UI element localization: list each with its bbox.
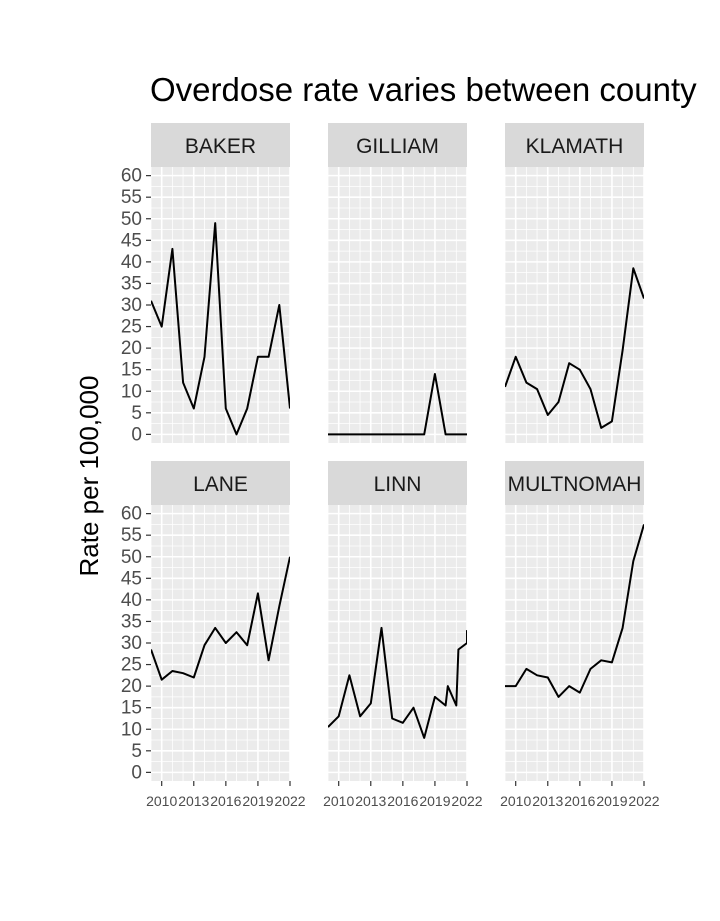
- x-tick-label: 2019: [242, 793, 273, 809]
- y-tick-label: 50: [121, 209, 142, 230]
- facet-gilliam: GILLIAM: [327, 123, 468, 443]
- x-axis: 2010 2013 2016 2019 2022: [323, 781, 483, 809]
- y-tick-label: 60: [121, 504, 142, 525]
- x-tick-label: 2010: [500, 793, 531, 809]
- facet-linn: LINN 2010 2013 2016 2019 2022: [323, 461, 483, 809]
- facet-label: LINN: [374, 473, 422, 496]
- x-tick-label: 2013: [532, 793, 563, 809]
- y-tick-label: 0: [131, 424, 142, 445]
- y-tick-label: 60: [121, 166, 142, 187]
- y-tick-label: 5: [131, 741, 142, 762]
- y-tick-label: 50: [121, 547, 142, 568]
- y-tick-label: 10: [121, 719, 142, 740]
- y-tick-label: 35: [121, 273, 142, 294]
- series-line: [151, 556, 290, 681]
- x-tick-label: 2010: [323, 793, 354, 809]
- x-tick-label: 2022: [628, 793, 659, 809]
- y-tick-label: 55: [121, 187, 142, 208]
- series-line: [505, 267, 644, 429]
- facet-strip: [151, 123, 290, 167]
- x-tick-label: 2022: [451, 793, 482, 809]
- x-tick-label: 2016: [387, 793, 418, 809]
- y-tick-label: 20: [121, 338, 142, 359]
- x-axis: 2010 2013 2016 2019 2022: [146, 781, 306, 809]
- facet-label: GILLIAM: [356, 135, 439, 158]
- gridlines: [327, 167, 468, 443]
- facet-multnomah: MULTNOMAH 2010 2013 2016 2019 2022: [500, 461, 660, 809]
- x-tick-label: 2013: [178, 793, 209, 809]
- facet-strip: [505, 123, 644, 167]
- y-tick-label: 0: [131, 762, 142, 783]
- y-tick-label: 15: [121, 698, 142, 719]
- y-tick-label: 55: [121, 525, 142, 546]
- y-tick-label: 10: [121, 381, 142, 402]
- facet-label: LANE: [193, 473, 248, 496]
- series-line: [328, 373, 467, 436]
- y-tick-label: 15: [121, 360, 142, 381]
- facet-strip: [505, 461, 644, 505]
- series-line: [328, 626, 467, 739]
- series-line: [151, 222, 290, 436]
- x-tick-label: 2016: [564, 793, 595, 809]
- y-tick-label: 25: [121, 655, 142, 676]
- y-tick-label: 20: [121, 676, 142, 697]
- y-tick-label: 30: [121, 295, 142, 316]
- chart-title: Overdose rate varies between county: [150, 71, 697, 108]
- y-tick-label: 5: [131, 403, 142, 424]
- series-line: [505, 524, 644, 698]
- x-tick-label: 2010: [146, 793, 177, 809]
- facet-label: BAKER: [185, 135, 256, 158]
- y-tick-label: 25: [121, 317, 142, 338]
- gridlines: [150, 505, 291, 781]
- gridlines: [504, 167, 645, 443]
- x-tick-label: 2016: [210, 793, 241, 809]
- y-tick-label: 40: [121, 590, 142, 611]
- x-tick-label: 2019: [419, 793, 450, 809]
- facet-strip: [328, 461, 467, 505]
- x-tick-label: 2019: [596, 793, 627, 809]
- gridlines: [504, 505, 645, 781]
- y-tick-label: 40: [121, 252, 142, 273]
- y-tick-label: 45: [121, 568, 142, 589]
- x-tick-label: 2013: [355, 793, 386, 809]
- x-tick-label: 2022: [274, 793, 305, 809]
- y-tick-label: 45: [121, 230, 142, 251]
- facet-strip: [328, 123, 467, 167]
- gridlines: [327, 505, 468, 781]
- facet-strip: [151, 461, 290, 505]
- facet-label: MULTNOMAH: [508, 473, 642, 496]
- facet-label: KLAMATH: [526, 135, 624, 158]
- y-axis-label: Rate per 100,000: [74, 376, 104, 577]
- facet-klamath: KLAMATH: [504, 123, 645, 443]
- x-axis: 2010 2013 2016 2019 2022: [500, 781, 660, 809]
- y-tick-label: 30: [121, 633, 142, 654]
- y-tick-label: 35: [121, 611, 142, 632]
